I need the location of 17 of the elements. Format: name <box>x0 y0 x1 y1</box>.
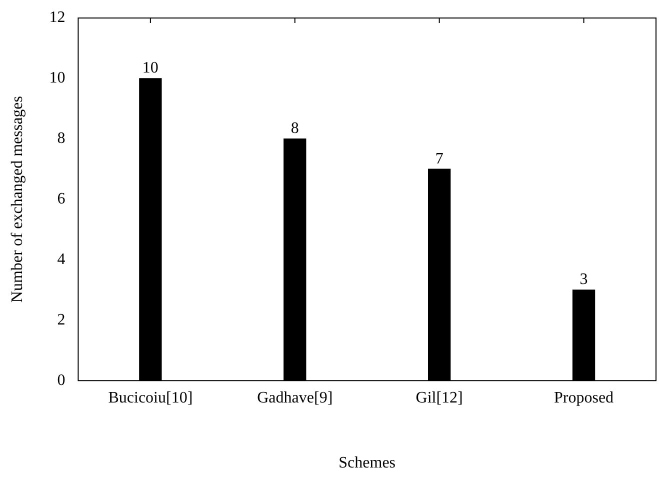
y-tick-label: 12 <box>49 9 66 26</box>
y-tick-label: 0 <box>57 372 66 389</box>
data-label: 8 <box>290 120 299 138</box>
x-tick-label: Gil[12] <box>416 389 463 406</box>
x-tick-label: Bucicoiu[10] <box>108 389 193 406</box>
x-axis-title: Schemes <box>338 454 396 472</box>
data-label: 7 <box>435 150 444 168</box>
y-tick-label: 4 <box>57 250 66 268</box>
x-tick-label: Gadhave[9] <box>257 389 333 406</box>
y-tick-label: 8 <box>57 130 66 148</box>
x-tick-label: Proposed <box>554 389 614 406</box>
y-axis-title: Number of exchanged messages <box>8 96 26 303</box>
data-label: 3 <box>580 271 588 288</box>
y-tick-label: 6 <box>57 190 66 208</box>
y-tick-label: 2 <box>57 311 66 328</box>
y-tick-label: 10 <box>49 70 66 87</box>
data-label: 10 <box>142 60 158 77</box>
